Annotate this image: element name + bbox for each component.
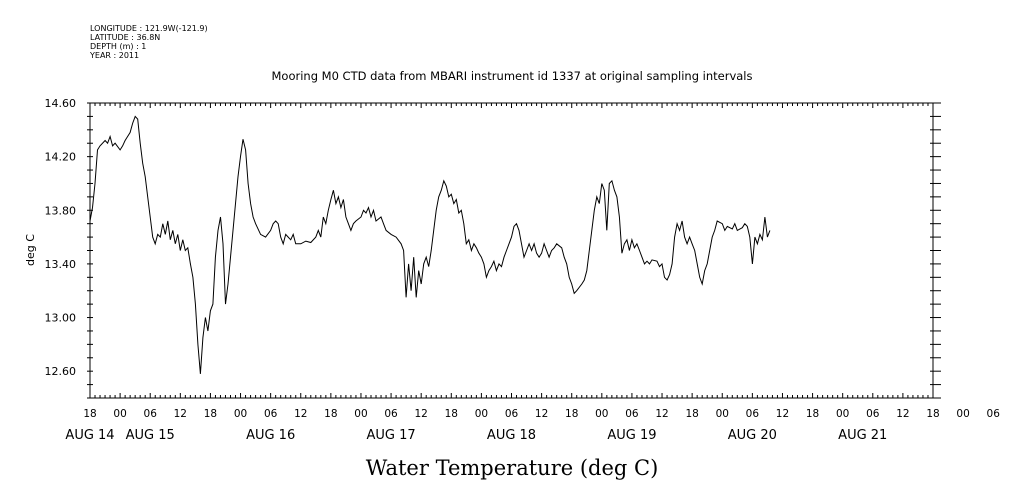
axis-ticks	[87, 102, 941, 399]
x-date-label: AUG 15	[126, 428, 175, 443]
chart-title: Mooring M0 CTD data from MBARI instrumen…	[272, 69, 753, 83]
x-date-label: AUG 16	[246, 428, 295, 443]
y-tick-label: 13.00	[45, 312, 77, 325]
y-tick-label: 13.80	[45, 204, 77, 217]
meta-latitude: LATITUDE : 36.8N	[90, 33, 160, 42]
x-hour-label: 06	[987, 408, 1001, 420]
x-hour-label: 00	[475, 408, 488, 420]
x-date-label: AUG 21	[838, 428, 887, 443]
x-hour-label: 12	[896, 408, 909, 420]
y-tick-label: 12.60	[45, 365, 77, 378]
x-hour-label: 18	[926, 408, 939, 420]
x-hour-label: 00	[836, 408, 849, 420]
x-hour-label: 06	[866, 408, 880, 420]
temperature-series-line	[89, 115, 771, 374]
x-date-label: AUG 18	[487, 428, 536, 443]
x-hour-label: 12	[535, 408, 548, 420]
x-hour-label: 00	[716, 408, 729, 420]
x-hour-labels: 18 00 06 12 18 00 06 12 18 00 06 12 18 00 06 12 18 00 06 12…	[83, 408, 1001, 420]
y-tick-label: 14.20	[45, 151, 77, 164]
y-tick-label: 13.40	[45, 258, 77, 271]
x-hour-label: 06	[625, 408, 639, 420]
y-axis-label: deg C	[24, 234, 37, 266]
y-tick-label: 14.60	[45, 97, 77, 110]
y-tick-labels: 12.60 13.00 13.40 13.80 14.20 14.60	[45, 97, 77, 378]
x-hour-label: 00	[595, 408, 608, 420]
x-hour-label: 00	[234, 408, 247, 420]
x-hour-label: 06	[746, 408, 760, 420]
x-hour-label: 18	[685, 408, 698, 420]
x-hour-label: 12	[655, 408, 668, 420]
x-hour-label: 00	[354, 408, 367, 420]
x-date-label: AUG 14	[65, 428, 114, 443]
x-hour-label: 12	[414, 408, 427, 420]
x-hour-label: 12	[294, 408, 307, 420]
x-hour-label: 18	[565, 408, 578, 420]
x-hour-label: 12	[174, 408, 187, 420]
x-hour-label: 18	[806, 408, 819, 420]
x-date-label: AUG 20	[728, 428, 777, 443]
meta-year: YEAR : 2011	[89, 51, 139, 60]
x-hour-label: 18	[324, 408, 337, 420]
meta-depth: DEPTH (m) : 1	[90, 42, 146, 51]
x-date-label: AUG 19	[607, 428, 656, 443]
x-hour-label: 06	[264, 408, 278, 420]
x-date-labels: AUG 14 AUG 15 AUG 16 AUG 17 AUG 18 AUG 19 AUG …	[65, 428, 887, 443]
x-hour-label: 18	[204, 408, 217, 420]
x-date-label: AUG 17	[366, 428, 415, 443]
metadata-block: LONGITUDE : 121.9W(-121.9) LATITUDE : 36…	[89, 24, 208, 60]
x-hour-label: 06	[144, 408, 158, 420]
x-axis-label: Water Temperature (deg C)	[366, 456, 659, 480]
x-hour-label: 06	[505, 408, 519, 420]
x-hour-label: 18	[445, 408, 458, 420]
x-hour-label: 12	[776, 408, 789, 420]
x-hour-label: 00	[956, 408, 969, 420]
x-hour-label: 00	[113, 408, 126, 420]
x-hour-label: 18	[83, 408, 96, 420]
x-hour-label: 06	[384, 408, 398, 420]
meta-longitude: LONGITUDE : 121.9W(-121.9)	[90, 24, 208, 33]
